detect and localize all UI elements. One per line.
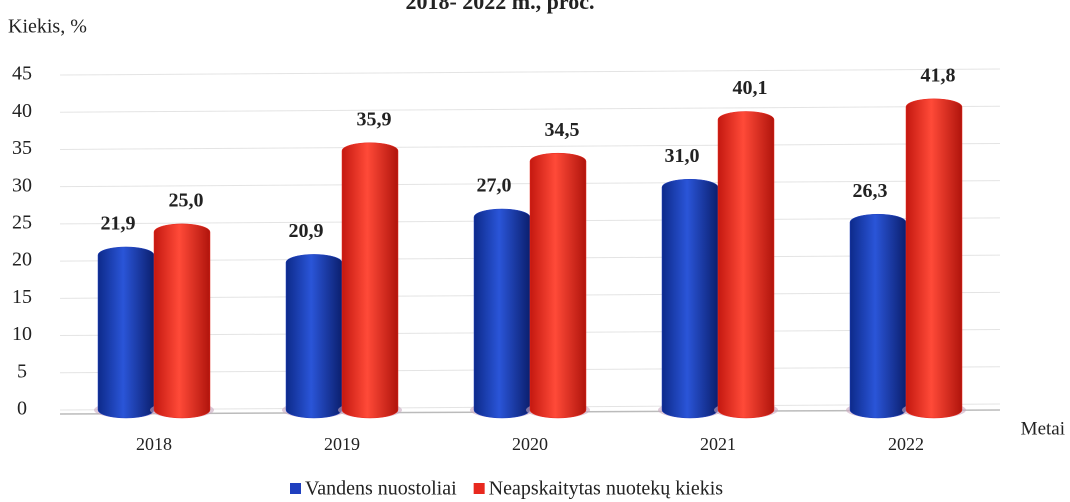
y-tick-label: 20 (12, 249, 32, 271)
x-tick-label: 2018 (136, 434, 172, 454)
x-tick-label: 2020 (512, 434, 548, 454)
value-label: 31,0 (665, 145, 700, 167)
value-label: 21,9 (101, 213, 136, 235)
y-tick-label: 45 (12, 63, 32, 85)
value-label: 27,0 (477, 175, 512, 197)
grid-line (59, 68, 1001, 76)
chart-title: 2018- 2022 m., proc. (405, 0, 594, 14)
y-tick-label: 5 (17, 360, 27, 382)
value-label: 40,1 (733, 77, 768, 99)
legend-swatch (290, 483, 301, 494)
y-tick-label: 35 (12, 137, 32, 159)
legend-label: Vandens nuostoliai (305, 478, 457, 500)
bar (285, 254, 343, 419)
y-tick-label: 30 (12, 174, 32, 196)
value-label: 34,5 (545, 119, 580, 141)
grid-line (59, 105, 1001, 113)
y-tick-label: 0 (17, 398, 27, 420)
bar (153, 223, 211, 419)
value-label: 20,9 (289, 220, 324, 242)
bar (905, 98, 963, 419)
bar (717, 111, 775, 419)
y-tick-label: 40 (12, 100, 32, 122)
legend-label: Neapskaitytas nuotekų kiekis (489, 478, 724, 500)
bar (661, 178, 719, 419)
bar (529, 152, 587, 419)
x-tick-label: 2019 (324, 434, 360, 454)
bar (849, 213, 907, 419)
x-tick-label: 2021 (700, 434, 736, 454)
bar (473, 208, 531, 419)
y-tick-label: 10 (12, 323, 32, 345)
x-axis-label: Metai (1021, 418, 1065, 439)
y-axis-label: Kiekis, % (8, 16, 87, 38)
value-label: 41,8 (921, 64, 956, 86)
value-label: 25,0 (169, 189, 204, 211)
legend-swatch (473, 483, 485, 494)
x-tick-label: 2022 (888, 434, 924, 454)
value-label: 26,3 (853, 180, 888, 202)
y-tick-label: 25 (12, 211, 32, 233)
bar (97, 246, 155, 419)
y-tick-label: 15 (12, 286, 32, 308)
value-label: 35,9 (357, 108, 392, 130)
grid-line (59, 142, 1001, 150)
bar (341, 142, 399, 419)
